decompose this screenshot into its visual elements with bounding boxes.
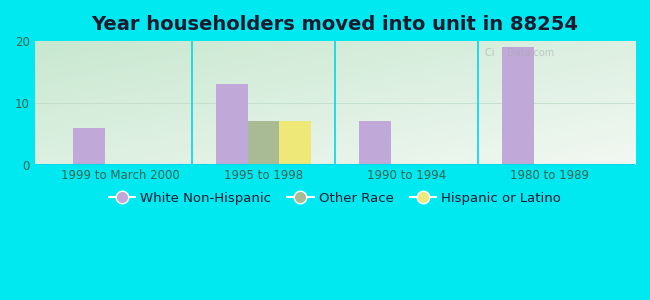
Legend: White Non-Hispanic, Other Race, Hispanic or Latino: White Non-Hispanic, Other Race, Hispanic…	[103, 186, 566, 210]
Bar	[73, 128, 105, 165]
Title: Year householders moved into unit in 88254: Year householders moved into unit in 882…	[92, 15, 578, 34]
Bar	[279, 122, 311, 165]
Bar	[248, 122, 279, 165]
Text: Ci    Data.com: Ci Data.com	[485, 48, 554, 58]
Bar	[216, 84, 248, 165]
Bar	[502, 47, 534, 165]
Bar	[359, 122, 391, 165]
